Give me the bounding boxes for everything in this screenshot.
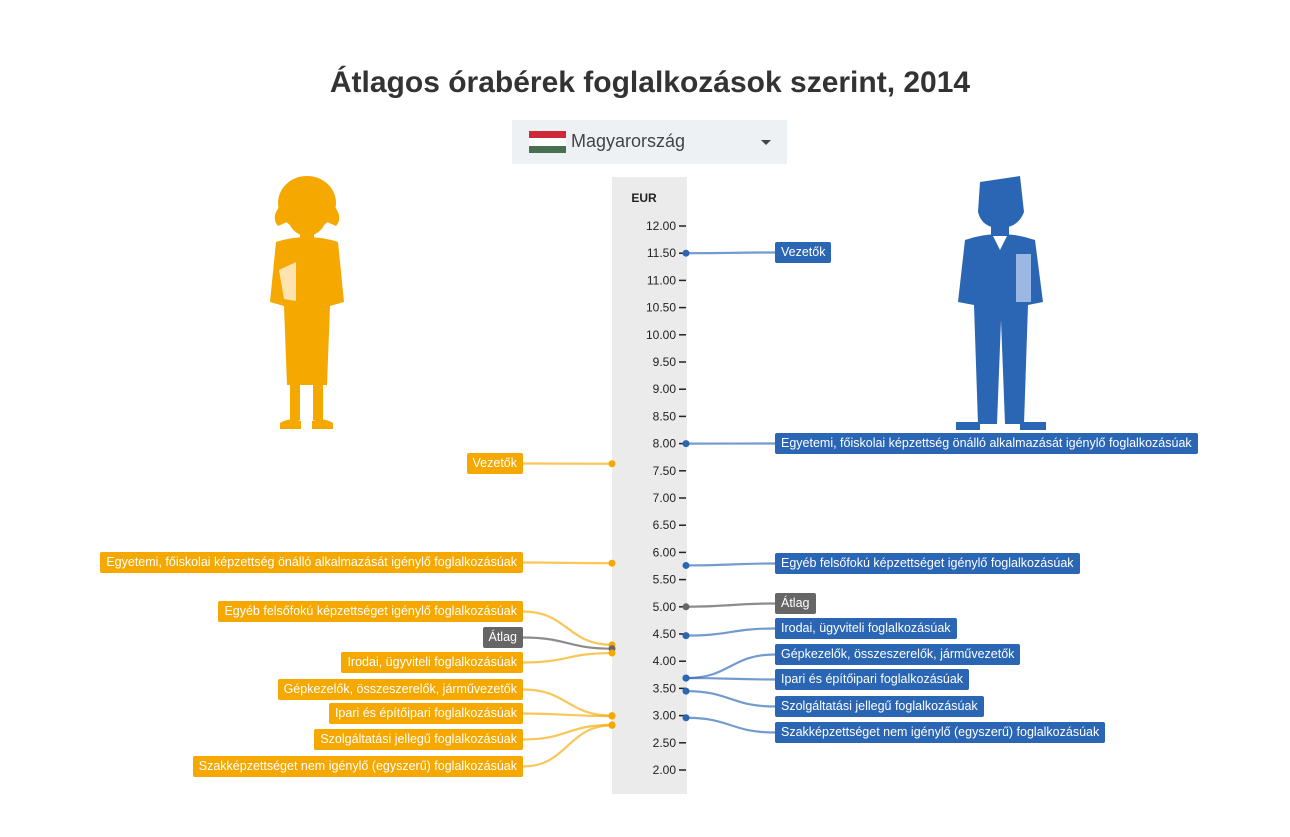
men-connector (685, 653, 776, 680)
woman-figure-icon (270, 176, 344, 429)
men-data-point[interactable] (682, 440, 690, 448)
men-connector (685, 627, 776, 637)
men-connector (685, 676, 776, 681)
women-label-average[interactable]: Átlag (482, 627, 523, 648)
y-tick-label: 12.00 (646, 219, 676, 233)
y-tick-label: 10.00 (646, 328, 676, 342)
men-connector (685, 602, 776, 608)
women-data-point[interactable] (608, 649, 616, 657)
men-data-point[interactable] (682, 687, 690, 695)
women-data-point[interactable] (608, 721, 616, 729)
y-tick-label: 6.50 (653, 518, 677, 532)
men-label[interactable]: Egyéb felsőfokú képzettséget igénylő fog… (775, 553, 1080, 574)
y-tick-label: 9.50 (653, 355, 677, 369)
women-label[interactable]: Vezetők (466, 453, 523, 474)
women-connector (522, 712, 613, 718)
men-data-point[interactable] (682, 561, 690, 569)
women-connector (522, 651, 613, 664)
women-data-point[interactable] (608, 559, 616, 567)
y-tick-label: 5.00 (653, 600, 677, 614)
y-tick-label: 2.50 (653, 736, 677, 750)
women-label[interactable]: Egyéb felsőfokú képzettséget igénylő fog… (218, 601, 523, 622)
men-label[interactable]: Szolgáltatási jellegű foglalkozásúak (775, 696, 984, 717)
men-label[interactable]: Egyetemi, főiskolai képzettség önálló al… (775, 433, 1198, 454)
women-label[interactable]: Szolgáltatási jellegű foglalkozásúak (314, 729, 523, 750)
women-connector (522, 723, 613, 741)
women-data-point[interactable] (608, 712, 616, 720)
y-tick-label: 11.00 (647, 273, 676, 287)
y-tick-label: 7.50 (653, 464, 677, 478)
women-label[interactable]: Ipari és építőipari foglalkozásúak (328, 703, 523, 724)
men-data-point[interactable] (682, 603, 690, 611)
women-label[interactable]: Irodai, ügyviteli foglalkozásúak (341, 652, 523, 673)
men-label[interactable]: Ipari és építőipari foglalkozásúak (775, 669, 970, 690)
women-connector (522, 610, 613, 646)
men-connector (685, 716, 776, 734)
y-tick-label: 5.50 (653, 573, 677, 587)
flag-stripe-red (529, 131, 566, 139)
women-data-point[interactable] (608, 460, 616, 468)
flag-stripe-white (529, 138, 566, 146)
man-figure-icon (956, 176, 1046, 430)
women-label[interactable]: Szakképzettséget nem igénylő (egyszerű) … (192, 756, 523, 777)
y-tick-label: 4.00 (653, 654, 677, 668)
women-connector (522, 561, 613, 565)
men-label[interactable]: Szakképzettséget nem igénylő (egyszerű) … (775, 722, 1106, 743)
y-tick-label: 6.00 (653, 545, 677, 559)
y-tick-label: 10.50 (646, 301, 676, 315)
connector-lines (522, 251, 776, 768)
men-data-point[interactable] (682, 714, 690, 722)
axis-band (612, 177, 687, 794)
y-tick-label: 8.50 (653, 409, 677, 423)
y-tick-label: 11.50 (647, 246, 676, 260)
women-label[interactable]: Gépkezelők, összeszerelők, járművezetők (277, 679, 523, 700)
men-data-point[interactable] (682, 674, 690, 682)
men-data-point[interactable] (682, 632, 690, 640)
y-tick-label: 3.50 (653, 681, 677, 695)
y-tick-label: 7.00 (653, 491, 677, 505)
men-label[interactable]: Irodai, ügyviteli foglalkozásúak (775, 618, 957, 639)
men-connector (685, 562, 776, 567)
men-label-average[interactable]: Átlag (775, 593, 816, 614)
country-select-value: Magyarország (571, 131, 686, 151)
hungary-flag-icon (529, 131, 566, 153)
y-tick-label: 3.00 (653, 709, 677, 723)
y-tick-label: 9.00 (653, 382, 677, 396)
chevron-down-icon (761, 140, 771, 145)
page-title: Átlagos órabérek foglalkozások szerint, … (329, 66, 971, 99)
y-tick-label: 8.00 (653, 437, 677, 451)
y-tick-label: 2.00 (653, 763, 677, 777)
men-connector (685, 690, 776, 708)
axis-unit-label: EUR (631, 191, 657, 205)
men-label[interactable]: Vezetők (775, 242, 832, 263)
women-connector (522, 724, 613, 768)
men-data-point[interactable] (682, 249, 690, 257)
men-label[interactable]: Gépkezelők, összeszerelők, járművezetők (775, 644, 1021, 665)
country-select[interactable]: Magyarország (512, 120, 787, 164)
data-points (608, 249, 690, 729)
women-connector (522, 688, 613, 717)
y-axis-ticks: 12.00 11.50 11.00 10.50 10.00 9.50 9.00 8.50 8.0… (646, 219, 686, 777)
women-connector (522, 636, 613, 650)
men-connector (685, 251, 776, 255)
flag-stripe-green (529, 145, 566, 153)
y-tick-label: 4.50 (653, 627, 677, 641)
women-label[interactable]: Egyetemi, főiskolai képzettség önálló al… (100, 552, 523, 573)
